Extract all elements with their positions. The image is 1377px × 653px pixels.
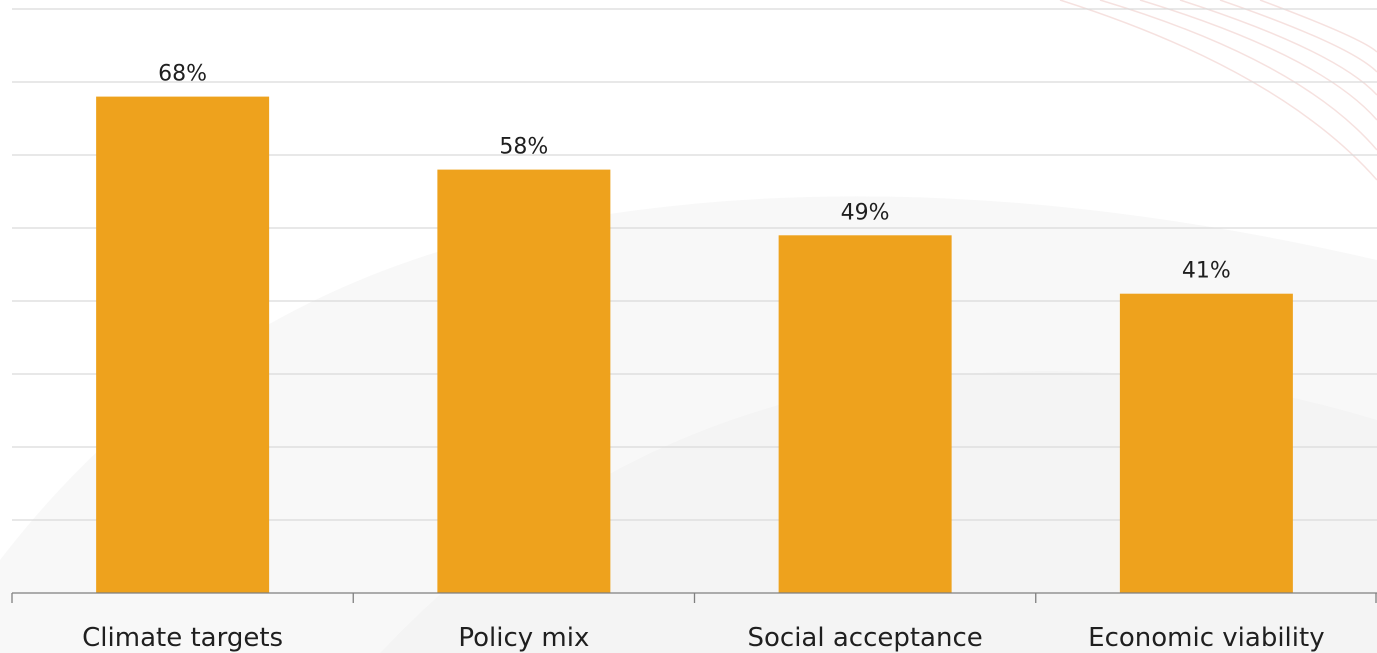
bar-value-label: 58% [499,135,548,160]
category-label: Social acceptance [747,623,982,653]
bar-value-label: 41% [1182,259,1231,284]
category-label: Policy mix [458,623,589,653]
bar [1119,293,1293,593]
category-labels: Climate targets Policy mix Social acceptan… [82,623,1324,653]
category-label: Economic viability [1088,623,1324,653]
bar [437,169,611,593]
x-axis [11,592,1377,603]
bar-value-label: 68% [158,62,207,87]
category-label: Climate targets [82,623,283,653]
bars [96,96,1293,594]
watermark-arcs [1059,0,1377,181]
value-labels: 68% 58% 49% 41% [158,62,1231,284]
bar-value-label: 49% [841,200,890,225]
bar [96,96,270,593]
bar [778,235,952,594]
